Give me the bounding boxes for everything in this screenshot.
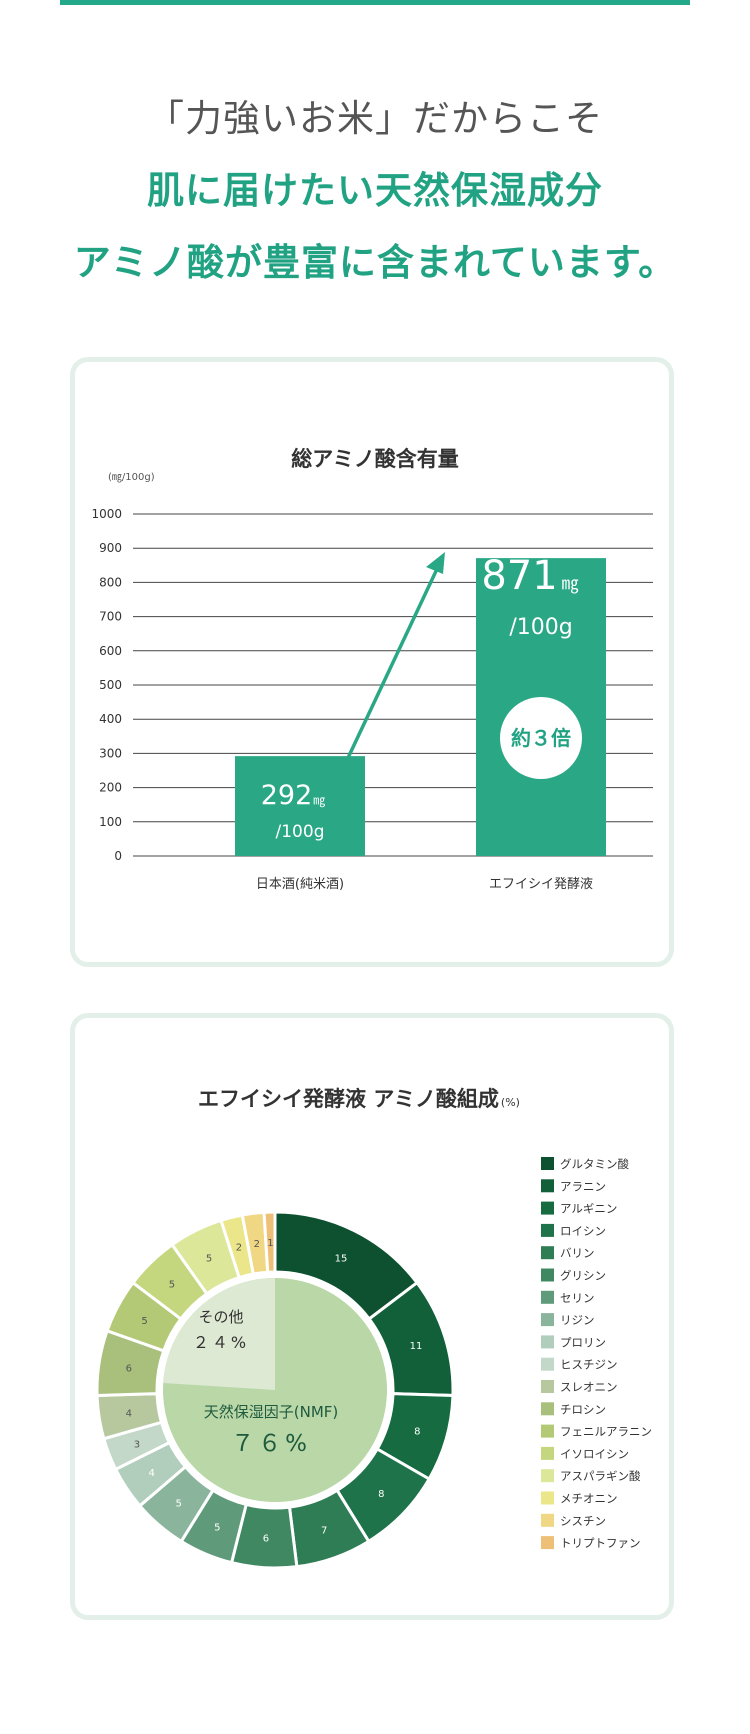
pie-slice-value-label: 6	[263, 1534, 269, 1545]
legend-item-label: スレオニン	[560, 1380, 618, 1394]
pie-slice-value-label: 8	[378, 1489, 384, 1500]
amino-total-card: 総アミノ酸含有量 (㎎/100g) 0 100 200 300 400 500 600 700…	[70, 357, 674, 967]
legend-item-label: リジン	[560, 1313, 595, 1327]
amino-total-bar-chart: 総アミノ酸含有量 (㎎/100g) 0 100 200 300 400 500 600 700…	[91, 447, 653, 892]
pie-slice-value-label: 7	[321, 1526, 327, 1537]
pie-slice-value-label: 11	[410, 1341, 423, 1352]
legend-swatch	[541, 1357, 554, 1371]
pie-slice-value-label: 3	[134, 1439, 140, 1450]
pie-slice-value-label: 2	[254, 1239, 260, 1250]
legend-swatch	[541, 1446, 554, 1460]
legend-item-label: ヒスチジン	[560, 1358, 618, 1372]
legend-swatch	[541, 1246, 554, 1260]
legend-swatch	[541, 1157, 554, 1170]
legend-swatch	[541, 1469, 554, 1483]
other-wedge	[163, 1278, 275, 1390]
nmf-value: ７６%	[231, 1431, 311, 1457]
growth-arrow-head	[426, 552, 445, 574]
legend-swatch	[541, 1268, 554, 1282]
legend-item-label: フェニルアラニン	[560, 1425, 652, 1439]
legend-swatch	[541, 1313, 554, 1327]
legend-item-label: アルギニン	[560, 1202, 617, 1216]
pie-chart-title-unit: (%)	[501, 1096, 520, 1109]
ratio-badge-label: 約３倍	[511, 726, 571, 750]
bar-y-tick-label: 800	[99, 575, 122, 589]
bar-y-tick-label: 600	[99, 644, 122, 658]
legend-item-label: グルタミン酸	[560, 1157, 629, 1171]
legend-swatch	[541, 1536, 554, 1550]
ratio-badge	[500, 697, 582, 779]
legend-item-label: プロリン	[560, 1335, 606, 1349]
nmf-label: 天然保湿因子(NMF)	[204, 1403, 339, 1421]
amino-composition-card: エフイシイ発酵液 アミノ酸組成 (%) 15 11 8 8 7 6 5 5 4 3 4 6 5 5 5 2 2 1 …	[70, 1013, 674, 1620]
legend-swatch	[541, 1402, 554, 1416]
legend-item-label: バリン	[560, 1246, 595, 1260]
legend-swatch	[541, 1179, 554, 1193]
growth-arrow-line	[345, 568, 439, 761]
legend-swatch	[541, 1380, 554, 1393]
headline-line-3: アミノ酸が豊富に含まれています。	[73, 240, 677, 284]
legend-item-label: アラニン	[560, 1179, 606, 1193]
bar-y-tick-label: 400	[99, 712, 122, 726]
legend-item-label: ロイシン	[560, 1224, 606, 1238]
bar-y-tick-label: 700	[99, 610, 122, 624]
pie-slice-value-label: 5	[206, 1254, 212, 1265]
legend-item-label: シスチン	[560, 1514, 606, 1528]
bar-chart-title: 総アミノ酸含有量	[291, 447, 459, 471]
pie-slice-value-label: 6	[126, 1363, 132, 1374]
legend-swatch	[541, 1335, 554, 1349]
bar-y-tick-label: 1000	[91, 507, 122, 521]
bar-category-label: 日本酒(純米酒)	[256, 877, 344, 892]
top-divider	[60, 0, 690, 5]
other-value: ２４%	[193, 1333, 249, 1352]
legend-item-label: イソロイシン	[560, 1447, 629, 1461]
bar-y-tick-label: 500	[99, 678, 122, 692]
bar-sake	[235, 756, 365, 856]
legend-swatch	[541, 1201, 554, 1215]
legend-swatch	[541, 1424, 554, 1438]
legend-item-label: チロシン	[560, 1402, 606, 1416]
legend-swatch	[541, 1513, 554, 1527]
legend-swatch	[541, 1491, 554, 1505]
pie-slice-value-label: 1	[267, 1238, 273, 1249]
pie-slice-value-label: 5	[176, 1498, 182, 1509]
pie-slice-value-label: 4	[126, 1409, 132, 1420]
pie-slice-value-label: 5	[141, 1316, 147, 1327]
pie-slice-value-label: 5	[214, 1522, 220, 1533]
bar-per-unit-label: /100g	[509, 615, 572, 640]
pie-slice-value-label: 4	[148, 1468, 154, 1479]
legend-swatch	[541, 1290, 554, 1304]
other-label: その他	[198, 1308, 243, 1326]
headline-line-2: 肌に届けたい天然保湿成分	[147, 168, 603, 212]
legend-item-label: アスパラギン酸	[560, 1469, 641, 1483]
bar-chart-unit-label: (㎎/100g)	[108, 472, 155, 483]
legend-item-label: トリプトファン	[560, 1536, 641, 1550]
pie-slice-value-label: 2	[236, 1242, 242, 1253]
bar-y-tick-label: 900	[99, 541, 122, 555]
legend-item-label: メチオニン	[560, 1492, 618, 1506]
pie-slice-value-label: 15	[335, 1254, 348, 1265]
bar-y-tick-label: 100	[99, 815, 122, 829]
legend-item-label: グリシン	[560, 1269, 606, 1283]
pie-slice-value-label: 5	[169, 1280, 175, 1291]
bar-y-tick-label: 300	[99, 746, 122, 760]
pie-chart-title: エフイシイ発酵液 アミノ酸組成 (%)	[198, 1087, 520, 1111]
bar-category-label: エフイシイ発酵液	[489, 877, 593, 892]
pie-slice	[262, 1210, 277, 1274]
pie-slice-value-label: 8	[414, 1427, 420, 1438]
legend-item-label: セリン	[560, 1291, 595, 1305]
bar-per-unit-label: /100g	[276, 822, 325, 842]
legend-swatch	[541, 1223, 554, 1237]
bar-y-tick-label: 200	[99, 781, 122, 795]
headline-line-1: 「力強いお米」だからこそ	[147, 97, 603, 140]
bar-y-tick-label: 0	[114, 849, 122, 863]
